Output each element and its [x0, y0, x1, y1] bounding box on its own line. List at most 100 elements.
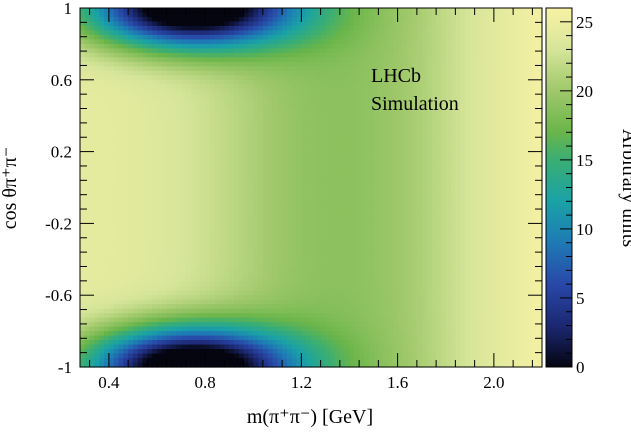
heatmap-cell — [157, 205, 163, 211]
heatmap-cell — [176, 165, 182, 171]
heatmap-cell — [161, 25, 168, 32]
heatmap-cell — [219, 156, 225, 162]
heatmap-cell — [508, 30, 514, 36]
heatmap-cell — [113, 156, 120, 162]
heatmap-cell — [277, 97, 283, 103]
heatmap-cell — [397, 165, 404, 171]
heatmap-cell — [344, 160, 351, 166]
heatmap-cell — [171, 57, 177, 63]
heatmap-cell — [272, 43, 278, 49]
heatmap-cell — [306, 57, 312, 63]
heatmap-cell — [267, 48, 274, 54]
heatmap-cell — [527, 12, 533, 18]
heatmap-cell — [190, 84, 197, 90]
heatmap-cell — [484, 75, 490, 81]
heatmap-cell — [84, 111, 91, 117]
heatmap-cell — [421, 223, 428, 229]
heatmap-cell — [325, 165, 331, 171]
heatmap-cell — [330, 183, 336, 189]
heatmap-cell — [243, 183, 250, 189]
heatmap-cell — [200, 209, 206, 216]
heatmap-cell — [527, 70, 533, 76]
heatmap-cell — [243, 21, 250, 27]
heatmap-cell — [176, 191, 182, 198]
heatmap-cell — [195, 151, 201, 157]
heatmap-cell — [243, 30, 250, 36]
heatmap-cell — [248, 196, 254, 202]
heatmap-cell — [147, 75, 153, 81]
heatmap-cell — [440, 205, 447, 211]
heatmap-cell — [359, 115, 365, 121]
heatmap-cell — [522, 57, 529, 63]
heatmap-cell — [306, 93, 312, 99]
heatmap-cell — [248, 8, 254, 14]
heatmap-cell — [142, 223, 148, 229]
heatmap-cell — [282, 178, 288, 184]
heatmap-cell — [137, 43, 144, 49]
heatmap-cell — [277, 102, 283, 108]
heatmap-cell — [224, 214, 230, 220]
heatmap-cell — [335, 227, 341, 233]
heatmap-cell — [301, 79, 307, 85]
heatmap-cell — [421, 70, 428, 76]
heatmap-cell — [440, 169, 447, 175]
heatmap-cell — [402, 97, 408, 103]
heatmap-cell — [532, 8, 538, 14]
heatmap-cell — [522, 232, 529, 238]
heatmap-cell — [219, 129, 225, 135]
heatmap-cell — [219, 61, 225, 67]
heatmap-cell — [349, 165, 355, 171]
heatmap-cell — [445, 187, 452, 193]
heatmap-cell — [89, 223, 96, 229]
heatmap-cell — [128, 48, 134, 54]
heatmap-cell — [383, 120, 389, 126]
heatmap-cell — [94, 16, 100, 23]
heatmap-cell — [224, 30, 230, 36]
heatmap-cell — [517, 66, 524, 72]
heatmap-cell — [185, 209, 192, 216]
heatmap-cell — [493, 218, 500, 224]
heatmap-cell — [99, 57, 105, 63]
heatmap-cell — [489, 133, 495, 139]
heatmap-cell — [339, 169, 346, 175]
heatmap-cell — [152, 187, 158, 193]
heatmap-cell — [335, 52, 341, 58]
heatmap-cell — [113, 196, 120, 202]
heatmap-cell — [532, 160, 538, 166]
heatmap-cell — [465, 147, 471, 153]
heatmap-cell — [339, 232, 346, 238]
heatmap-cell — [373, 191, 379, 198]
heatmap-cell — [282, 93, 288, 99]
heatmap-cell — [94, 142, 100, 148]
heatmap-cell — [363, 169, 370, 175]
heatmap-cell — [181, 147, 187, 153]
heatmap-cell — [402, 102, 408, 108]
heatmap-cell — [508, 187, 514, 193]
heatmap-cell — [431, 66, 437, 72]
heatmap-cell — [397, 57, 404, 63]
heatmap-cell — [412, 48, 418, 54]
heatmap-cell — [253, 227, 259, 233]
heatmap-cell — [258, 142, 264, 148]
heatmap-cell — [286, 66, 293, 72]
heatmap-cell — [407, 34, 413, 41]
heatmap-cell — [436, 93, 442, 99]
heatmap-cell — [412, 8, 418, 14]
heatmap-cell — [522, 142, 529, 148]
heatmap-cell — [320, 129, 327, 135]
heatmap-cell — [479, 218, 485, 224]
heatmap-cell — [354, 205, 360, 211]
heatmap-cell — [137, 169, 144, 175]
heatmap-cell — [104, 61, 110, 67]
heatmap-cell — [132, 34, 139, 41]
heatmap-cell — [176, 30, 182, 36]
heatmap-cell — [277, 93, 283, 99]
heatmap-cell — [243, 16, 250, 23]
heatmap-cell — [402, 133, 408, 139]
heatmap-cell — [195, 120, 201, 126]
heatmap-cell — [171, 214, 177, 220]
heatmap-cell — [489, 142, 495, 148]
heatmap-cell — [84, 142, 91, 148]
heatmap-cell — [190, 57, 197, 63]
heatmap-cell — [498, 39, 505, 45]
